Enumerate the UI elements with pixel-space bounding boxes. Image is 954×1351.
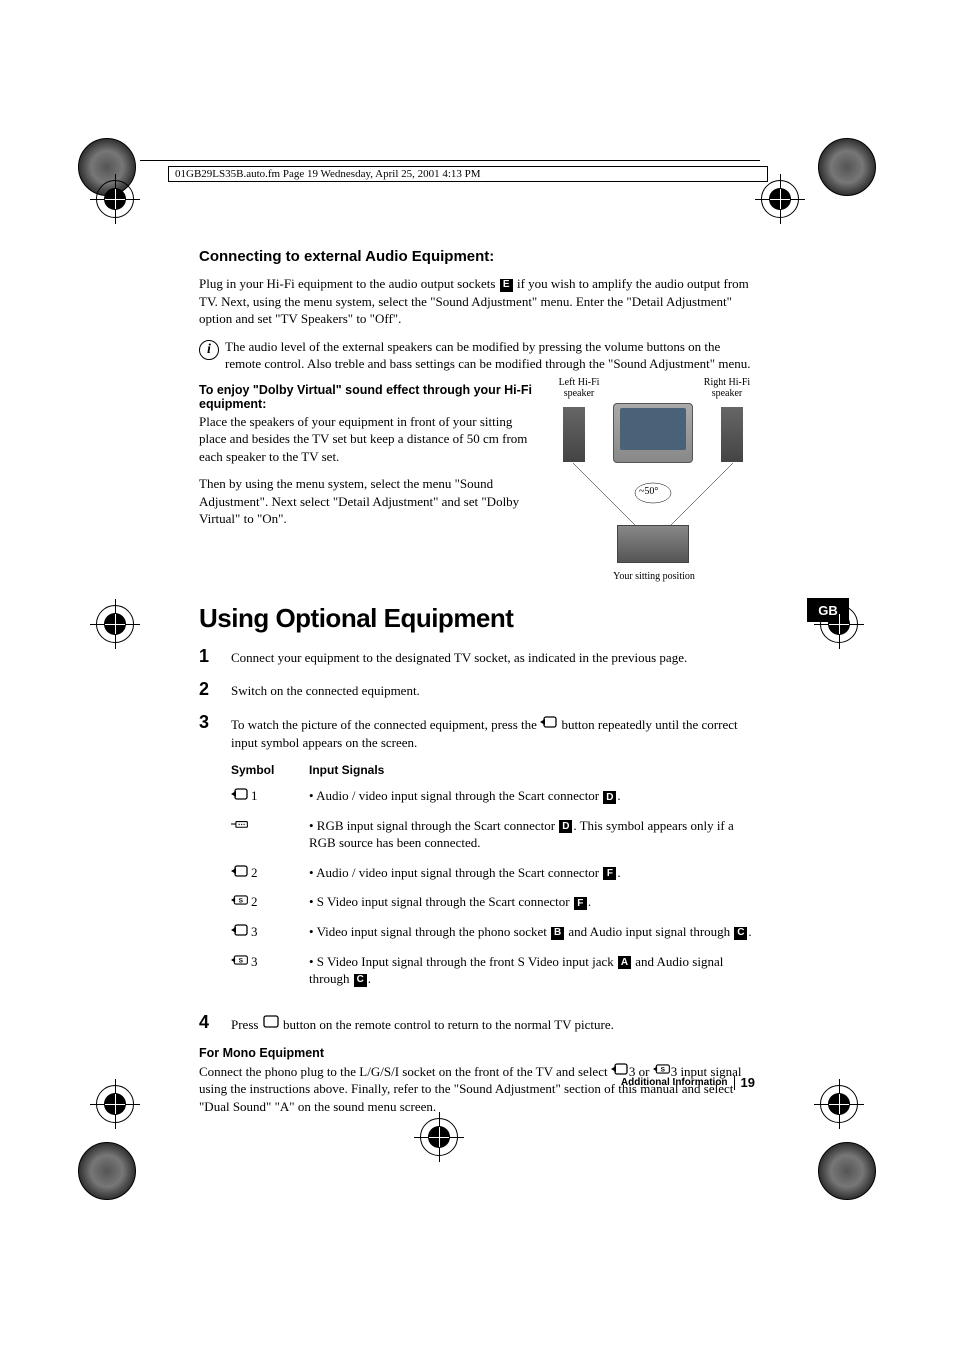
speaker-diagram: Left Hi-Fi speaker Right Hi-Fi speaker ~… [553,383,753,583]
text-span: Plug in your Hi-Fi equipment to the audi… [199,276,499,291]
footer-divider [734,1076,735,1090]
registration-mark [96,180,134,218]
step-text: Press button on the remote control to re… [231,1012,753,1034]
registration-mark [96,1085,134,1123]
step-number: 1 [199,646,217,667]
audio-paragraph: Plug in your Hi-Fi equipment to the audi… [199,275,753,328]
corner-ornament [818,1142,876,1200]
sitting-label: Your sitting position [599,571,709,582]
svg-text:S: S [239,957,244,964]
registration-mark [761,180,799,218]
dolby-p2: Then by using the menu system, select th… [199,475,533,528]
info-icon: i [199,340,219,360]
page-header-info: 01GB29LS35B.auto.fm Page 19 Wednesday, A… [168,166,768,182]
svg-text:S: S [239,898,244,905]
registration-mark [820,1085,858,1123]
letter-d: D [559,820,572,833]
av-icon [231,864,249,878]
dolby-subtitle: To enjoy "Dolby Virtual" sound effect th… [199,383,533,411]
letter-c: C [354,974,367,987]
dolby-p1: Place the speakers of your equipment in … [199,413,533,466]
angle-label: ~50° [639,486,658,497]
sv-icon: S [231,953,249,967]
col-symbol: Symbol [231,762,299,779]
letter-c: C [734,927,747,940]
table-row: 2 • Audio / video input signal through t… [231,864,753,882]
step-4: 4 Press button on the remote control to … [199,1012,753,1034]
main-heading: Using Optional Equipment [199,603,753,634]
tv-return-icon [262,1015,280,1029]
letter-f: F [603,867,616,880]
sv-icon: S [231,893,249,907]
letter-b: B [551,927,564,940]
sv-icon: S [653,1062,671,1076]
seat-icon [617,525,689,563]
step-text: To watch the picture of the connected eq… [231,712,753,1000]
signal-table: Symbol Input Signals 1 • Audio / video i… [231,762,753,987]
input-select-icon [540,715,558,729]
av-icon [231,787,249,801]
step-number: 2 [199,679,217,700]
socket-letter-e: E [500,279,513,292]
info-text: The audio level of the external speakers… [225,338,753,373]
rgb-icon [231,817,249,831]
svg-text:S: S [660,1066,665,1073]
step-number: 3 [199,712,217,1000]
letter-a: A [618,956,631,969]
letter-d: D [603,791,616,804]
col-signals: Input Signals [309,762,384,779]
table-row: S2 • S Video input signal through the Sc… [231,893,753,911]
page-number: 19 [741,1075,755,1090]
footer-section-label: Additional Information [621,1077,728,1088]
mono-title: For Mono Equipment [199,1046,753,1060]
section-title-audio: Connecting to external Audio Equipment: [199,248,753,265]
table-row: 1 • Audio / video input signal through t… [231,787,753,805]
table-row: • RGB input signal through the Scart con… [231,817,753,852]
corner-ornament [78,1142,136,1200]
step-number: 4 [199,1012,217,1034]
info-note: i The audio level of the external speake… [199,338,753,373]
step-3: 3 To watch the picture of the connected … [199,712,753,1000]
steps-list: 1 Connect your equipment to the designat… [199,646,753,1034]
letter-f: F [574,897,587,910]
corner-ornament [818,138,876,196]
step-text: Switch on the connected equipment. [231,679,753,700]
table-row: 3 • Video input signal through the phono… [231,923,753,941]
av-icon [231,923,249,937]
step-text: Connect your equipment to the designated… [231,646,753,667]
step-1: 1 Connect your equipment to the designat… [199,646,753,667]
table-row: S3 • S Video Input signal through the fr… [231,953,753,988]
av-icon [611,1062,629,1076]
step-2: 2 Switch on the connected equipment. [199,679,753,700]
page-footer: Additional Information 19 [621,1075,755,1090]
language-tab: GB [807,598,849,622]
registration-mark [96,605,134,643]
